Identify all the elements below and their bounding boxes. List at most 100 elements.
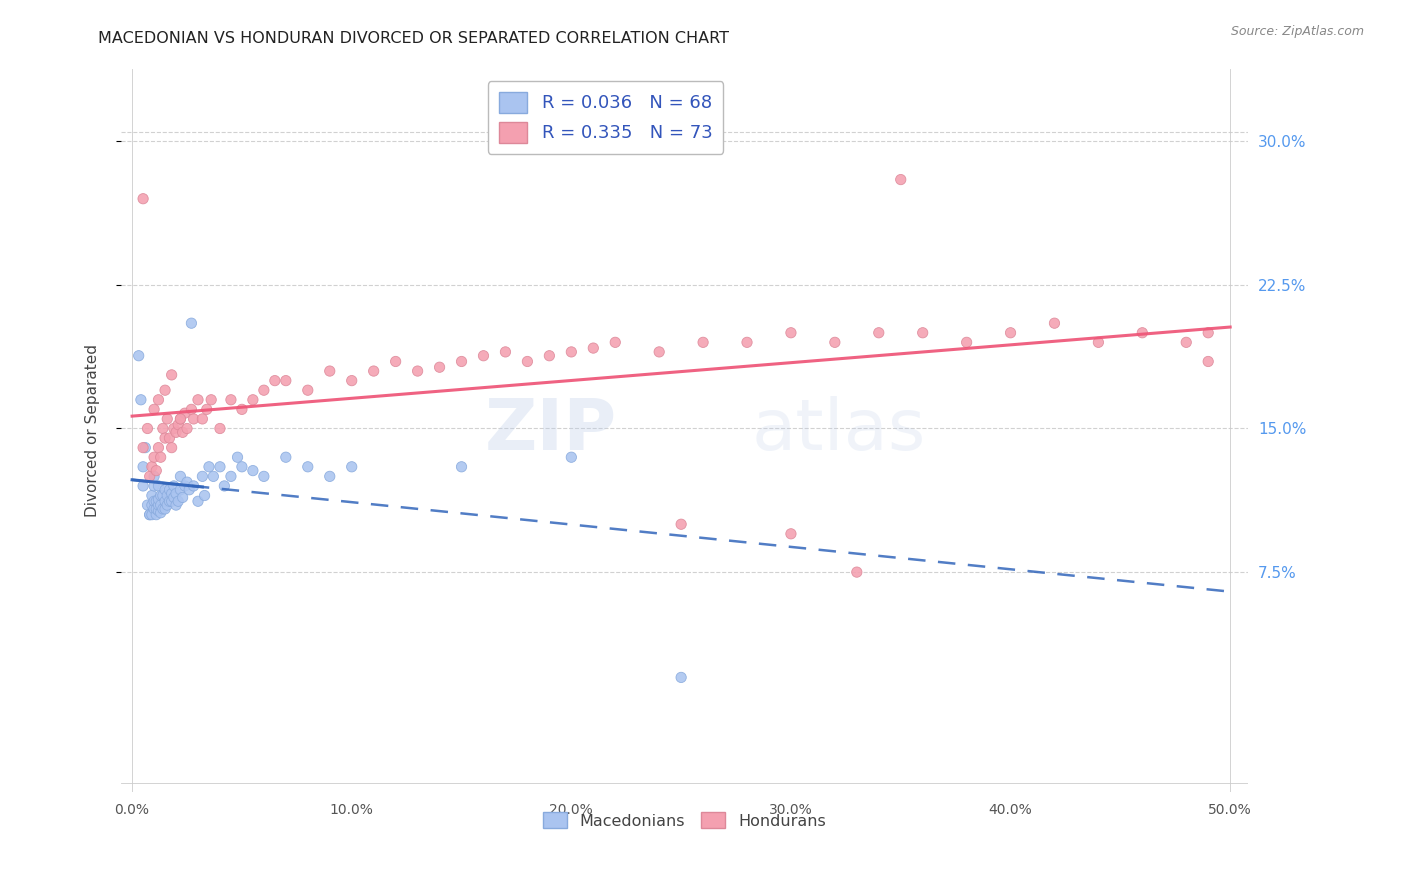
Point [167,417,190,432]
Point [159,483,181,497]
Point [208,459,231,474]
Point [274,374,297,388]
Point [911,326,934,340]
Point [169,469,191,483]
Point [153,383,176,397]
Point [152,489,174,503]
Point [152,502,174,516]
Point [153,502,176,516]
Point [187,494,209,508]
Point [297,383,319,397]
Point [136,498,159,512]
Point [141,489,163,503]
Point [692,335,714,350]
Point [160,368,183,382]
Text: ZIP: ZIP [485,396,617,465]
Point [149,450,172,465]
Point [153,483,176,497]
Point [669,517,692,532]
Point [160,494,183,508]
Point [1043,316,1066,330]
Point [253,469,276,483]
Point [173,406,195,420]
Point [1197,354,1219,368]
Point [429,360,451,375]
Point [1087,335,1109,350]
Point [143,469,166,483]
Point [141,508,163,522]
Point [134,441,156,455]
Point [159,494,181,508]
Point [143,450,166,465]
Point [148,479,170,493]
Point [141,459,163,474]
Point [176,475,198,489]
Point [183,412,205,426]
Point [138,508,160,522]
Point [180,316,202,330]
Point [163,479,186,493]
Point [472,349,495,363]
Point [605,335,627,350]
Point [145,494,167,508]
Point [165,425,187,440]
Point [148,441,170,455]
Point [516,354,538,368]
Text: atlas: atlas [752,396,927,465]
Point [176,421,198,435]
Point [450,354,472,368]
Point [132,479,155,493]
Point [132,192,155,206]
Point [582,341,605,355]
Point [153,431,176,445]
Point [263,374,285,388]
Point [148,492,170,507]
Point [231,402,253,417]
Point [274,450,297,465]
Point [143,502,166,516]
Legend: Macedonians, Hondurans: Macedonians, Hondurans [537,805,832,835]
Point [200,392,222,407]
Point [129,392,152,407]
Point [735,335,758,350]
Point [538,349,561,363]
Point [319,469,342,483]
Point [187,392,209,407]
Point [1000,326,1022,340]
Point [143,479,166,493]
Point [868,326,890,340]
Point [191,412,214,426]
Point [160,441,183,455]
Point [138,508,160,522]
Point [191,469,214,483]
Point [145,464,167,478]
Point [152,421,174,435]
Point [149,498,172,512]
Point [669,670,692,684]
Point [132,459,155,474]
Point [156,489,179,503]
Text: Source: ZipAtlas.com: Source: ZipAtlas.com [1230,25,1364,38]
Point [132,441,155,455]
Point [1175,335,1198,350]
Point [231,459,253,474]
Point [172,425,194,440]
Point [890,172,912,186]
Point [143,494,166,508]
Point [148,392,170,407]
Point [163,421,186,435]
Point [141,498,163,512]
Point [148,498,170,512]
Point [198,459,221,474]
Point [845,565,868,579]
Point [319,364,342,378]
Point [149,506,172,520]
Point [219,392,242,407]
Point [406,364,429,378]
Point [156,412,179,426]
Point [148,504,170,518]
Point [297,459,319,474]
Point [163,491,186,505]
Point [1130,326,1153,340]
Point [560,450,582,465]
